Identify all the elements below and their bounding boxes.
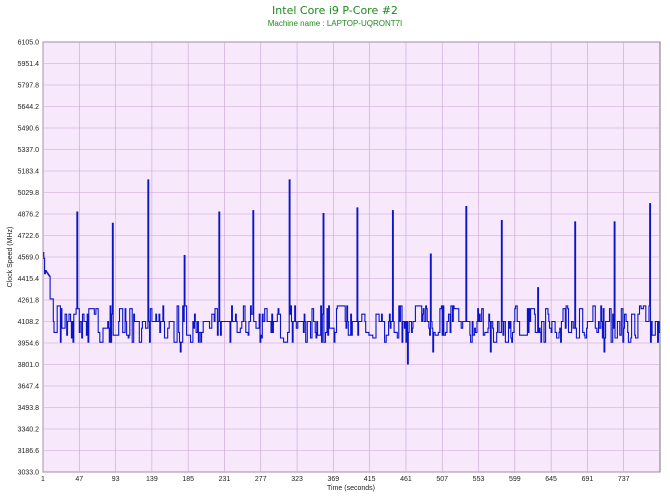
y-tick-label: 5337.0 bbox=[18, 147, 40, 154]
x-tick-label: 553 bbox=[473, 476, 485, 483]
chart-subtitle: Machine name : LAPTOP-UQRONT7I bbox=[268, 19, 403, 28]
y-tick-label: 5490.6 bbox=[18, 126, 40, 133]
x-tick-label: 231 bbox=[219, 476, 231, 483]
y-tick-label: 4722.6 bbox=[18, 233, 40, 240]
chart-title: Intel Core i9 P-Core #2 bbox=[272, 4, 398, 17]
grid bbox=[42, 41, 660, 473]
y-tick-label: 3033.0 bbox=[18, 470, 40, 477]
x-tick-labels: 1 47 93 139 185 231 277 323 369 415 461 507 553 599 64… bbox=[41, 476, 630, 483]
x-tick-label: 461 bbox=[400, 476, 412, 483]
y-tick-labels: 6105.0 5951.4 5797.8 5644.2 5490.6 5337.0 5183… bbox=[18, 40, 40, 477]
y-tick-label: 3647.4 bbox=[18, 384, 40, 391]
x-tick-label: 93 bbox=[112, 476, 120, 483]
y-tick-label: 4569.0 bbox=[18, 255, 40, 262]
y-tick-label: 5797.8 bbox=[18, 83, 40, 90]
x-tick-label: 1 bbox=[41, 476, 45, 483]
x-tick-label: 139 bbox=[146, 476, 158, 483]
y-tick-label: 6105.0 bbox=[18, 40, 40, 47]
x-tick-label: 415 bbox=[364, 476, 376, 483]
x-tick-label: 277 bbox=[255, 476, 267, 483]
x-axis-label: Time (seconds) bbox=[327, 485, 375, 492]
y-tick-label: 3340.2 bbox=[18, 427, 40, 434]
y-tick-label: 5951.4 bbox=[18, 61, 40, 68]
x-tick-label: 645 bbox=[545, 476, 557, 483]
y-tick-label: 5183.4 bbox=[18, 169, 40, 176]
y-tick-label: 5644.2 bbox=[18, 104, 40, 111]
y-tick-label: 4876.2 bbox=[18, 212, 40, 219]
x-tick-label: 599 bbox=[509, 476, 521, 483]
y-tick-label: 4415.4 bbox=[18, 276, 40, 283]
x-tick-label: 691 bbox=[582, 476, 594, 483]
y-tick-label: 4108.2 bbox=[18, 319, 40, 326]
x-tick-label: 47 bbox=[75, 476, 83, 483]
x-tick-label: 185 bbox=[182, 476, 194, 483]
x-tick-label: 369 bbox=[328, 476, 340, 483]
x-tick-label: 737 bbox=[618, 476, 630, 483]
y-tick-label: 3954.6 bbox=[18, 341, 40, 348]
y-axis-label: Clock Speed (MHz) bbox=[7, 227, 14, 288]
series-line-clock-speed bbox=[43, 179, 660, 365]
y-tick-label: 3493.8 bbox=[18, 405, 40, 412]
y-tick-label: 3801.0 bbox=[18, 362, 40, 369]
x-tick-label: 323 bbox=[291, 476, 303, 483]
y-tick-label: 3186.6 bbox=[18, 448, 40, 455]
y-tick-label: 4261.8 bbox=[18, 298, 40, 305]
y-tick-label: 5029.8 bbox=[18, 190, 40, 197]
x-tick-label: 507 bbox=[436, 476, 448, 483]
